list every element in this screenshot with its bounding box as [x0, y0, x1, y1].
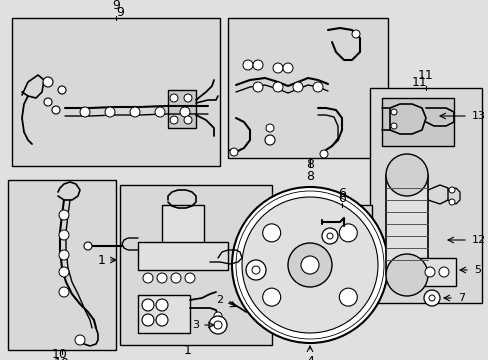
Text: 10: 10	[54, 357, 70, 360]
Bar	[227, 18, 387, 158]
Circle shape	[448, 199, 454, 205]
Bar	[12, 18, 220, 166]
Text: 9: 9	[112, 0, 120, 12]
Text: 6: 6	[337, 187, 345, 200]
Circle shape	[385, 154, 427, 196]
Circle shape	[156, 299, 168, 311]
Circle shape	[339, 288, 357, 306]
Text: 10: 10	[52, 347, 68, 360]
Circle shape	[272, 82, 283, 92]
Circle shape	[262, 288, 280, 306]
Circle shape	[390, 123, 396, 129]
Text: 7: 7	[457, 293, 464, 303]
Circle shape	[319, 150, 327, 158]
Bar	[168, 90, 196, 128]
Text: 12: 12	[471, 235, 485, 245]
Circle shape	[59, 287, 69, 297]
Text: 13: 13	[471, 111, 485, 121]
Circle shape	[84, 242, 92, 250]
Circle shape	[170, 116, 178, 124]
Circle shape	[58, 86, 66, 94]
Circle shape	[59, 267, 69, 277]
Circle shape	[448, 187, 454, 193]
Circle shape	[183, 116, 192, 124]
Circle shape	[59, 230, 69, 240]
Circle shape	[385, 254, 427, 296]
Circle shape	[242, 197, 377, 333]
Text: 8: 8	[305, 158, 313, 171]
Text: 8: 8	[305, 170, 313, 183]
Circle shape	[245, 260, 265, 280]
Circle shape	[438, 267, 448, 277]
Circle shape	[390, 109, 396, 115]
Circle shape	[252, 82, 263, 92]
Circle shape	[171, 273, 181, 283]
Bar	[369, 88, 481, 303]
Circle shape	[251, 266, 260, 274]
Circle shape	[283, 63, 292, 73]
Circle shape	[214, 312, 222, 320]
Circle shape	[301, 256, 318, 274]
Circle shape	[312, 82, 323, 92]
Circle shape	[272, 63, 283, 73]
Text: 2: 2	[216, 295, 223, 305]
Circle shape	[287, 243, 331, 287]
Circle shape	[339, 224, 357, 242]
Bar	[309, 205, 371, 260]
Circle shape	[252, 60, 263, 70]
Text: 11: 11	[411, 76, 427, 89]
Circle shape	[170, 94, 178, 102]
Circle shape	[321, 228, 337, 244]
Text: 5: 5	[473, 265, 480, 275]
Circle shape	[184, 273, 195, 283]
Circle shape	[262, 224, 280, 242]
Circle shape	[142, 273, 153, 283]
Text: 1: 1	[98, 253, 106, 266]
Circle shape	[59, 210, 69, 220]
Circle shape	[208, 316, 226, 334]
Text: 3: 3	[192, 320, 199, 330]
Text: 6: 6	[337, 192, 345, 204]
Circle shape	[80, 107, 90, 117]
Circle shape	[214, 321, 222, 329]
Text: 9: 9	[116, 5, 123, 18]
Bar	[138, 295, 190, 333]
Text: 11: 11	[417, 69, 433, 82]
Bar	[419, 258, 455, 286]
Circle shape	[156, 314, 168, 326]
Circle shape	[231, 187, 387, 343]
Circle shape	[155, 107, 164, 117]
Circle shape	[229, 148, 238, 156]
Circle shape	[423, 290, 439, 306]
Text: 1: 1	[183, 343, 192, 356]
Circle shape	[264, 135, 274, 145]
Bar	[385, 175, 427, 275]
Circle shape	[428, 295, 434, 301]
Circle shape	[44, 98, 52, 106]
Circle shape	[43, 77, 53, 87]
Bar	[8, 180, 116, 350]
Circle shape	[326, 233, 332, 239]
Circle shape	[351, 30, 359, 38]
Circle shape	[180, 107, 190, 117]
Circle shape	[183, 94, 192, 102]
Circle shape	[292, 82, 303, 92]
Circle shape	[52, 106, 60, 114]
Circle shape	[142, 299, 154, 311]
Circle shape	[105, 107, 115, 117]
Bar	[162, 205, 203, 243]
Text: 4: 4	[305, 355, 313, 360]
Bar	[381, 98, 453, 146]
Circle shape	[265, 124, 273, 132]
Circle shape	[243, 60, 252, 70]
Bar	[120, 185, 271, 345]
Circle shape	[424, 267, 434, 277]
Circle shape	[75, 335, 85, 345]
Circle shape	[142, 314, 154, 326]
Circle shape	[157, 273, 167, 283]
Bar	[138, 242, 227, 270]
Circle shape	[130, 107, 140, 117]
Circle shape	[59, 250, 69, 260]
